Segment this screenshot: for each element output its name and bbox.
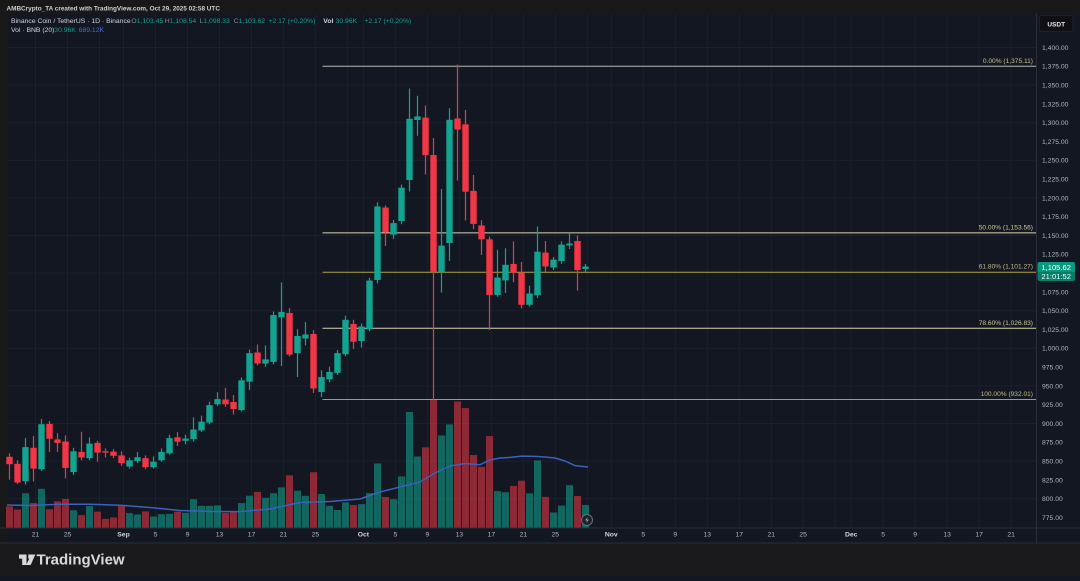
svg-text:17: 17: [488, 532, 496, 539]
svg-text:25: 25: [552, 532, 560, 539]
svg-text:9: 9: [913, 532, 917, 539]
svg-text:1,225.00: 1,225.00: [1042, 177, 1069, 184]
svg-text:1,075.00: 1,075.00: [1042, 289, 1069, 296]
svg-text:13: 13: [456, 532, 464, 539]
svg-text:17: 17: [736, 532, 744, 539]
svg-text:C1,103.62: C1,103.62: [234, 18, 266, 25]
svg-text:17: 17: [975, 532, 983, 539]
svg-text:13: 13: [704, 532, 712, 539]
svg-text:21: 21: [280, 532, 288, 539]
svg-text:1,125.00: 1,125.00: [1042, 252, 1069, 259]
svg-text:78.60% (1,026.83): 78.60% (1,026.83): [979, 320, 1033, 327]
svg-text:+2.17 (+0.20%): +2.17 (+0.20%): [364, 18, 411, 25]
svg-text:H1,108.54: H1,108.54: [165, 18, 197, 25]
svg-text:875.00: 875.00: [1042, 440, 1063, 447]
svg-text:1,250.00: 1,250.00: [1042, 158, 1069, 165]
svg-text:975.00: 975.00: [1042, 365, 1063, 372]
svg-text:900.00: 900.00: [1042, 421, 1063, 428]
svg-text:AMBCrypto_TA created with Trad: AMBCrypto_TA created with TradingView.co…: [7, 6, 221, 13]
svg-text:61.80% (1,101.27): 61.80% (1,101.27): [979, 264, 1033, 271]
svg-text:100.00% (932.01): 100.00% (932.01): [981, 391, 1033, 398]
svg-text:1,375.00: 1,375.00: [1042, 64, 1069, 71]
svg-text:825.00: 825.00: [1042, 477, 1063, 484]
svg-text:21:01:52: 21:01:52: [1041, 272, 1071, 281]
svg-text:1,350.00: 1,350.00: [1042, 83, 1069, 90]
svg-text:21: 21: [520, 532, 528, 539]
svg-text:13: 13: [943, 532, 951, 539]
svg-text:1,050.00: 1,050.00: [1042, 308, 1069, 315]
svg-text:5: 5: [881, 532, 885, 539]
svg-text:1,300.00: 1,300.00: [1042, 120, 1069, 127]
svg-text:Oct: Oct: [358, 532, 370, 539]
svg-text:5: 5: [641, 532, 645, 539]
svg-text:25: 25: [799, 532, 807, 539]
svg-text:USDT: USDT: [1047, 22, 1065, 29]
svg-text:L1,098.33: L1,098.33: [200, 18, 230, 25]
svg-text:O1,103.45: O1,103.45: [131, 18, 163, 25]
svg-text:50.00% (1,153.56): 50.00% (1,153.56): [979, 224, 1033, 231]
svg-text:Dec: Dec: [845, 532, 858, 539]
svg-text:850.00: 850.00: [1042, 459, 1063, 466]
svg-text:21: 21: [768, 532, 776, 539]
svg-text:TradingView: TradingView: [37, 552, 125, 569]
svg-text:17: 17: [248, 532, 256, 539]
svg-text:0.00% (1,375.11): 0.00% (1,375.11): [983, 58, 1033, 65]
svg-text:25: 25: [312, 532, 320, 539]
svg-text:Vol: Vol: [323, 18, 333, 25]
svg-text:1,025.00: 1,025.00: [1042, 327, 1069, 334]
svg-text:1,000.00: 1,000.00: [1042, 346, 1069, 353]
svg-text:9: 9: [426, 532, 430, 539]
svg-text:9: 9: [186, 532, 190, 539]
svg-text:800.00: 800.00: [1042, 496, 1063, 503]
svg-text:Sep: Sep: [117, 532, 129, 539]
svg-text:9: 9: [673, 532, 677, 539]
svg-text:+2.17 (+0.20%): +2.17 (+0.20%): [269, 18, 316, 25]
svg-text:5: 5: [394, 532, 398, 539]
svg-text:21: 21: [32, 532, 40, 539]
svg-text:Binance Coin / TetherUS · 1D ·: Binance Coin / TetherUS · 1D · Binance: [11, 18, 131, 25]
svg-text:950.00: 950.00: [1042, 383, 1063, 390]
svg-text:1,175.00: 1,175.00: [1042, 214, 1069, 221]
svg-text:1,150.00: 1,150.00: [1042, 233, 1069, 240]
svg-text:1,325.00: 1,325.00: [1042, 101, 1069, 108]
svg-text:30.96K: 30.96K: [54, 27, 76, 34]
svg-text:1,400.00: 1,400.00: [1042, 45, 1069, 52]
svg-text:925.00: 925.00: [1042, 402, 1063, 409]
svg-text:30.96K: 30.96K: [336, 18, 358, 25]
svg-text:21: 21: [1007, 532, 1015, 539]
svg-text:1,275.00: 1,275.00: [1042, 139, 1069, 146]
svg-text:1,105.62: 1,105.62: [1041, 263, 1071, 272]
svg-text:Nov: Nov: [605, 532, 618, 539]
svg-text:Vol · BNB (20): Vol · BNB (20): [11, 27, 54, 34]
svg-text:13: 13: [216, 532, 224, 539]
svg-text:775.00: 775.00: [1042, 515, 1063, 522]
svg-text:689.12K: 689.12K: [79, 27, 105, 34]
svg-text:25: 25: [64, 532, 72, 539]
svg-text:1,200.00: 1,200.00: [1042, 195, 1069, 202]
svg-text:5: 5: [154, 532, 158, 539]
